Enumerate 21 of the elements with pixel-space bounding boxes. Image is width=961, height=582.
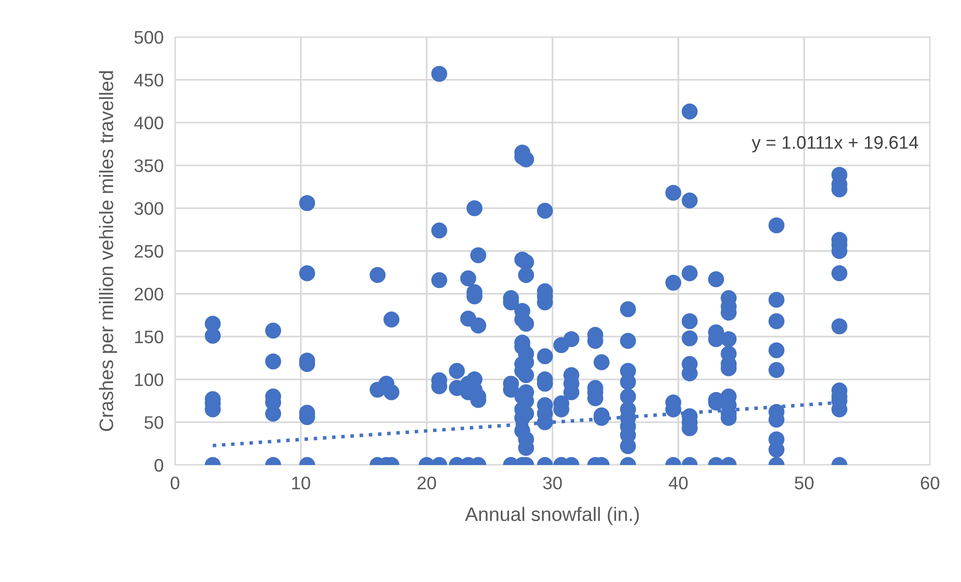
x-tick-label: 10: [292, 476, 310, 490]
y-tick-label: 100: [135, 373, 164, 386]
y-tick-label: 350: [134, 159, 164, 172]
x-tick-label: 20: [418, 476, 436, 490]
y-tick-label: 250: [134, 244, 164, 258]
y-tick-label: 500: [134, 30, 164, 44]
y-axis-title: Crashes per million vehicle miles travelled: [98, 71, 118, 432]
y-tick-label: 50: [144, 416, 164, 429]
x-tick-label: 0: [170, 476, 180, 490]
x-tick-label: 40: [668, 476, 688, 490]
y-tick-label: 400: [134, 116, 164, 130]
x-tick-label: 50: [794, 476, 814, 490]
x-tick-label: 60: [920, 476, 940, 490]
x-tick-label: 30: [543, 476, 562, 490]
x-axis-title: Annual snowfall (in.): [465, 506, 639, 525]
y-tick-label: 150: [135, 330, 164, 344]
y-tick-label: 200: [134, 288, 164, 301]
y-tick-label: 300: [134, 202, 164, 215]
y-tick-label: 0: [154, 458, 164, 472]
annotation: y = 1.0111x + 19.614: [752, 136, 918, 152]
y-tick-label: 450: [134, 74, 164, 87]
